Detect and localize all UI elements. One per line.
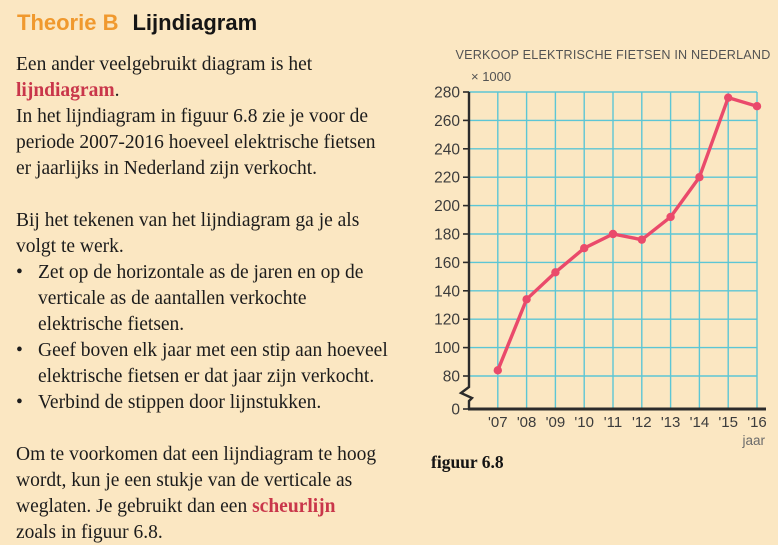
text-run: verticale as de aantallen verkochte — [38, 288, 307, 309]
x-tick-label: '13 — [661, 414, 681, 431]
x-tick-label: '09 — [546, 414, 566, 431]
x-tick-label: '11 — [604, 414, 622, 431]
paragraph-intro: Een ander veelgebruikt diagram is het lij… — [16, 52, 430, 182]
accent-term: scheurlijn — [252, 496, 336, 517]
data-point — [580, 244, 589, 253]
text-line: wordt, kun je een stukje van de vertical… — [16, 468, 430, 494]
x-tick-label: '15 — [718, 414, 738, 431]
text-run: Zet op de horizontale as de jaren en op … — [38, 262, 364, 283]
y-tick-label: 80 — [443, 369, 461, 386]
bullet-marker: • — [16, 262, 23, 283]
y-tick-label: 280 — [434, 85, 460, 102]
body-text-column: Een ander veelgebruikt diagram is het lij… — [16, 52, 430, 545]
y-tick-label: 0 — [451, 402, 460, 419]
x-axis-label: jaar — [741, 433, 765, 448]
figure-caption: figuur 6.8 — [431, 452, 504, 472]
data-point — [724, 93, 733, 102]
y-tick-label: 240 — [434, 141, 460, 158]
text-line: elektrische fietsen er dat jaar zijn ver… — [38, 364, 430, 390]
text-run: Bij het tekenen van het lijndiagram ga j… — [16, 210, 360, 231]
text-run: Om te voorkomen dat een lijndiagram te h… — [16, 444, 377, 465]
data-point — [608, 229, 618, 239]
data-point — [666, 212, 675, 222]
text-line: zoals in figuur 6.8. — [16, 520, 430, 545]
bullet-text: Geef boven elk jaar met een stip aan hoe… — [38, 338, 430, 390]
section-header: Theorie B Lijndiagram — [17, 10, 257, 36]
text-line: In het lijndiagram in figuur 6.8 zie je … — [16, 104, 430, 130]
x-tick-label: '14 — [690, 414, 710, 431]
bullet-item: • Zet op de horizontale as de jaren en op… — [16, 260, 430, 338]
text-run: Een ander veelgebruikt diagram is het — [16, 54, 313, 75]
text-run: elektrische fietsen er dat jaar zijn ver… — [38, 366, 375, 387]
bullet-item: • Geef boven elk jaar met een stip aan ho… — [16, 338, 430, 390]
text-run: er jaarlijks in Nederland zijn verkocht. — [16, 158, 318, 179]
bullet-list: • Zet op de horizontale as de jaren en op… — [16, 260, 430, 416]
bullet-text: Verbind de stippen door lijnstukken. — [38, 390, 430, 416]
y-tick-label: 100 — [434, 340, 460, 357]
y-tick-label: 120 — [434, 312, 460, 329]
text-line: lijndiagram. — [16, 78, 430, 104]
x-tick-label: '12 — [632, 414, 652, 431]
data-line — [496, 95, 759, 373]
text-line: Zet op de horizontale as de jaren en op … — [38, 260, 430, 286]
y-tick-label: 220 — [434, 170, 460, 187]
data-point — [522, 295, 531, 304]
x-tick-label: '08 — [517, 414, 537, 431]
bullet-text: Zet op de horizontale as de jaren en op … — [38, 260, 430, 338]
y-tick-label: 180 — [434, 227, 460, 244]
y-tick-label: 140 — [434, 283, 460, 300]
text-line: volgt te werk. — [16, 234, 430, 260]
text-line: elektrische fietsen. — [38, 312, 430, 338]
bullet-marker: • — [16, 392, 23, 413]
chart-title: VERKOOP ELEKTRISCHE FIETSEN IN NEDERLAND — [456, 48, 771, 62]
line-chart: 0 80 100 120 140 160 180 200 220 240 260 280 '07 '08 '… — [434, 48, 771, 448]
text-line: Een ander veelgebruikt diagram is het — [16, 52, 430, 78]
data-point — [752, 102, 762, 111]
text-line: er jaarlijks in Nederland zijn verkocht. — [16, 156, 430, 182]
y-unit-label: × 1000 — [471, 69, 511, 84]
text-run: . — [114, 80, 120, 101]
x-tick-label: '07 — [488, 414, 508, 431]
y-tick-label: 200 — [434, 198, 460, 215]
text-run: In het lijndiagram in figuur 6.8 zie je … — [16, 106, 368, 127]
bullet-marker: • — [16, 340, 23, 361]
y-tick-label: 260 — [434, 113, 460, 130]
paragraph-steps: Bij het tekenen van het lijndiagram ga j… — [16, 208, 430, 260]
text-run: wordt, kun je een stukje van de vertical… — [16, 470, 353, 491]
text-run: elektrische fietsen. — [38, 314, 185, 335]
text-run: weglaten. Je gebruikt dan een — [16, 496, 253, 517]
text-run: zoals in figuur 6.8. — [16, 522, 163, 543]
x-tick-label: '16 — [747, 414, 767, 431]
text-line: periode 2007-2016 hoeveel elektrische fi… — [16, 130, 430, 156]
section-kicker: Theorie B — [17, 10, 119, 35]
text-run: volgt te werk. — [16, 236, 124, 257]
data-point — [695, 173, 704, 182]
text-run: periode 2007-2016 hoeveel elektrische fi… — [16, 132, 376, 153]
data-point — [551, 268, 560, 277]
accent-term: lijndiagram — [16, 80, 115, 101]
x-tick-label: '10 — [574, 414, 594, 431]
text-line: Verbind de stippen door lijnstukken. — [38, 390, 430, 416]
text-line: Om te voorkomen dat een lijndiagram te h… — [16, 442, 430, 468]
text-run: Verbind de stippen door lijnstukken. — [38, 392, 322, 413]
data-point — [637, 235, 646, 244]
text-run: Geef boven elk jaar met een stip aan hoe… — [38, 340, 388, 361]
text-line: Geef boven elk jaar met een stip aan hoe… — [38, 338, 430, 364]
y-tick-label: 160 — [434, 255, 460, 272]
paragraph-scheurlijn: Om te voorkomen dat een lijndiagram te h… — [16, 442, 430, 545]
bullet-item: • Verbind de stippen door lijnstukken. — [16, 390, 430, 416]
text-line: verticale as de aantallen verkochte — [38, 286, 430, 312]
page-title: Lijndiagram — [132, 10, 258, 35]
y-axis-with-break — [458, 92, 475, 409]
text-line: Bij het tekenen van het lijndiagram ga j… — [16, 208, 430, 234]
text-line: weglaten. Je gebruikt dan een scheurlijn — [16, 494, 430, 520]
data-point — [493, 366, 502, 375]
